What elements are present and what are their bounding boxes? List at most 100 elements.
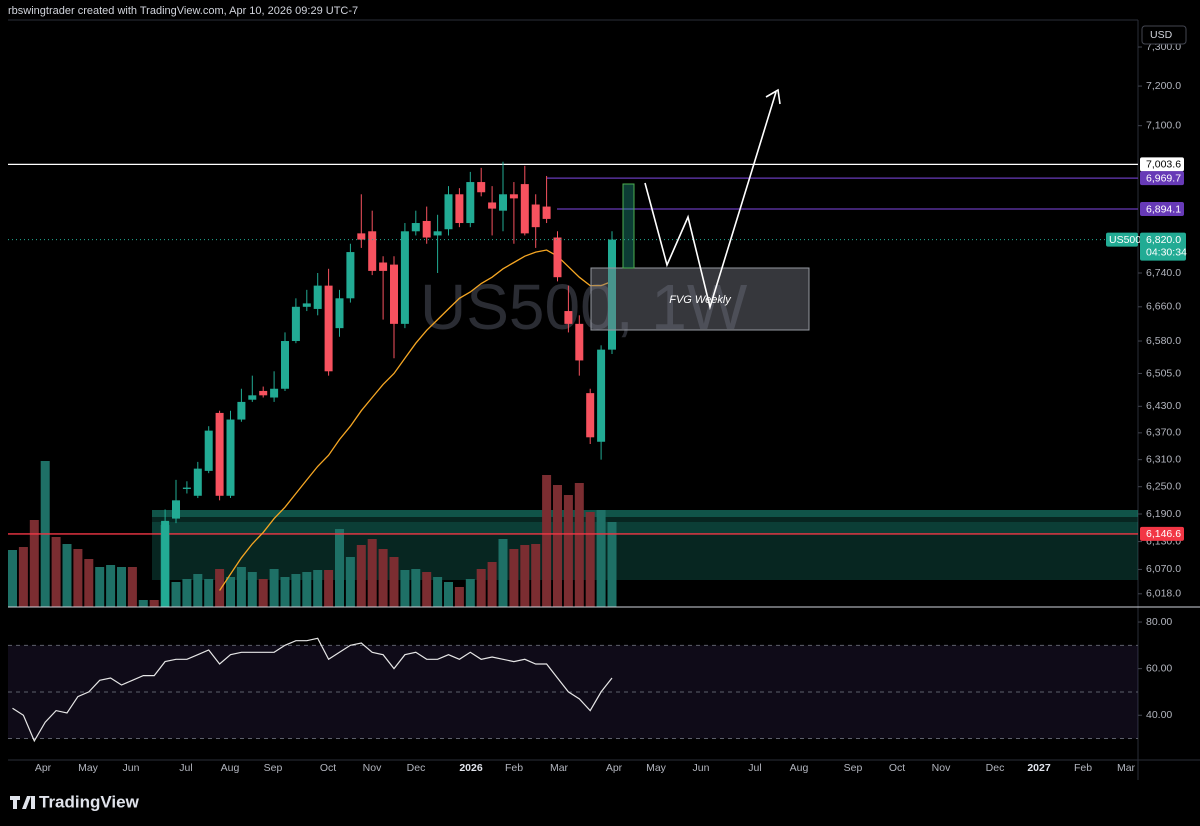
logo — [10, 796, 35, 809]
candle-body — [422, 220, 431, 238]
candle-body — [182, 487, 191, 489]
currency: USD — [1150, 29, 1173, 41]
candle-body — [542, 206, 551, 219]
volume-bar — [444, 582, 453, 607]
volume-bar — [411, 569, 421, 607]
watermark: US500, 1W — [420, 271, 748, 343]
price-line-tag — [1140, 201, 1184, 216]
y-tick-label: 80.00 — [1146, 616, 1172, 628]
candle-body — [400, 231, 409, 324]
x-tick-label: 2026 — [459, 762, 483, 774]
x-tick-label: Feb — [1074, 762, 1092, 774]
volume-bar — [324, 570, 334, 607]
price-line-label: 7,003.6 — [1146, 159, 1181, 171]
header-text: rbswingtrader created with TradingView.c… — [8, 5, 358, 17]
logo-icon — [10, 796, 35, 809]
volume-bar — [95, 567, 105, 607]
candle-body — [248, 395, 257, 400]
moving-average — [219, 249, 613, 591]
candle-body — [237, 401, 246, 420]
x-tick-label: May — [78, 762, 99, 774]
price-layer — [8, 161, 1138, 607]
volume-bar — [127, 567, 137, 607]
volume-bar — [236, 567, 246, 607]
volume-bar — [313, 570, 323, 607]
candle-body — [564, 311, 573, 324]
zone — [152, 510, 1138, 580]
volume-layer — [8, 461, 617, 607]
volume-bar — [138, 600, 148, 607]
y-tick-label: 6,580.0 — [1146, 335, 1181, 347]
volume-bar — [433, 577, 443, 607]
y-tick-label: 60.00 — [1146, 662, 1172, 674]
candle-body — [270, 388, 279, 398]
y-tick-label: 6,070.0 — [1146, 563, 1181, 575]
projection-arrow — [644, 91, 777, 311]
volume-bar — [226, 577, 235, 607]
x-tick-label: Jun — [123, 762, 140, 774]
x-tick-label: Sep — [844, 762, 863, 774]
fvg-label: FVG Weekly — [669, 294, 732, 306]
y-tick-label: 6,018.0 — [1146, 588, 1181, 600]
candle-body — [346, 252, 355, 299]
x-tick-label: Oct — [320, 762, 336, 774]
candle-body — [215, 412, 224, 496]
candle-body — [335, 298, 344, 329]
volume-bar — [62, 544, 72, 607]
candle-body — [477, 182, 486, 193]
zone-band — [152, 510, 1138, 517]
candle-body — [291, 306, 300, 342]
rsi-band — [8, 645, 1138, 739]
volume-bar — [596, 510, 606, 607]
last-price-tag — [1140, 232, 1186, 261]
volume-bar — [520, 545, 530, 607]
zone-band — [152, 522, 1138, 534]
volume-bar — [454, 587, 464, 607]
candle-body — [357, 233, 366, 240]
volume-bar — [378, 549, 388, 607]
symbol-tag — [1106, 232, 1138, 247]
volume-bar — [171, 582, 181, 607]
candle-body — [379, 262, 388, 271]
y-tick-label: 6,430.0 — [1146, 400, 1181, 412]
volume-bar — [29, 520, 39, 607]
currency-box — [1141, 25, 1187, 45]
x-tick-label: Dec — [986, 762, 1005, 774]
volume-bar — [400, 570, 410, 607]
candle-body — [193, 468, 202, 496]
drawings: FVG Weekly — [590, 88, 810, 331]
candle-body — [509, 194, 518, 199]
candle-body — [302, 303, 311, 307]
volume-bar — [563, 495, 573, 607]
volume-bar — [51, 537, 61, 607]
y-tick-label: 6,250.0 — [1146, 480, 1181, 492]
volume-bar — [553, 485, 562, 607]
candle-body — [313, 285, 322, 309]
x-tick-label: Dec — [407, 762, 426, 774]
x-tick-label: Mar — [1117, 762, 1136, 774]
y-tick-label: 40.00 — [1146, 709, 1172, 721]
volume-bar — [247, 572, 257, 607]
candle-body — [368, 231, 377, 271]
rsi-layer — [8, 637, 1138, 743]
background-layer: US500, 1W — [152, 271, 1138, 580]
candle-body — [608, 239, 616, 350]
candle-body — [281, 341, 289, 389]
volume-bar — [356, 545, 366, 607]
fvg-box — [590, 267, 810, 331]
volume-bar — [182, 579, 192, 607]
candle-body — [259, 390, 268, 396]
price-line-label: 6,146.6 — [1146, 528, 1181, 540]
volume-bar — [18, 547, 28, 607]
volume-bar — [291, 574, 301, 607]
volume-bar — [389, 557, 399, 607]
candle-body — [520, 184, 529, 234]
arrow-head — [765, 88, 781, 105]
candle-body — [172, 500, 180, 519]
volume-bar — [367, 539, 377, 607]
y-tick-label: 6,660.0 — [1146, 301, 1181, 313]
volume-bar — [542, 475, 552, 607]
last-price-label: 6,820.0 — [1146, 234, 1181, 246]
volume-bar — [335, 529, 344, 607]
